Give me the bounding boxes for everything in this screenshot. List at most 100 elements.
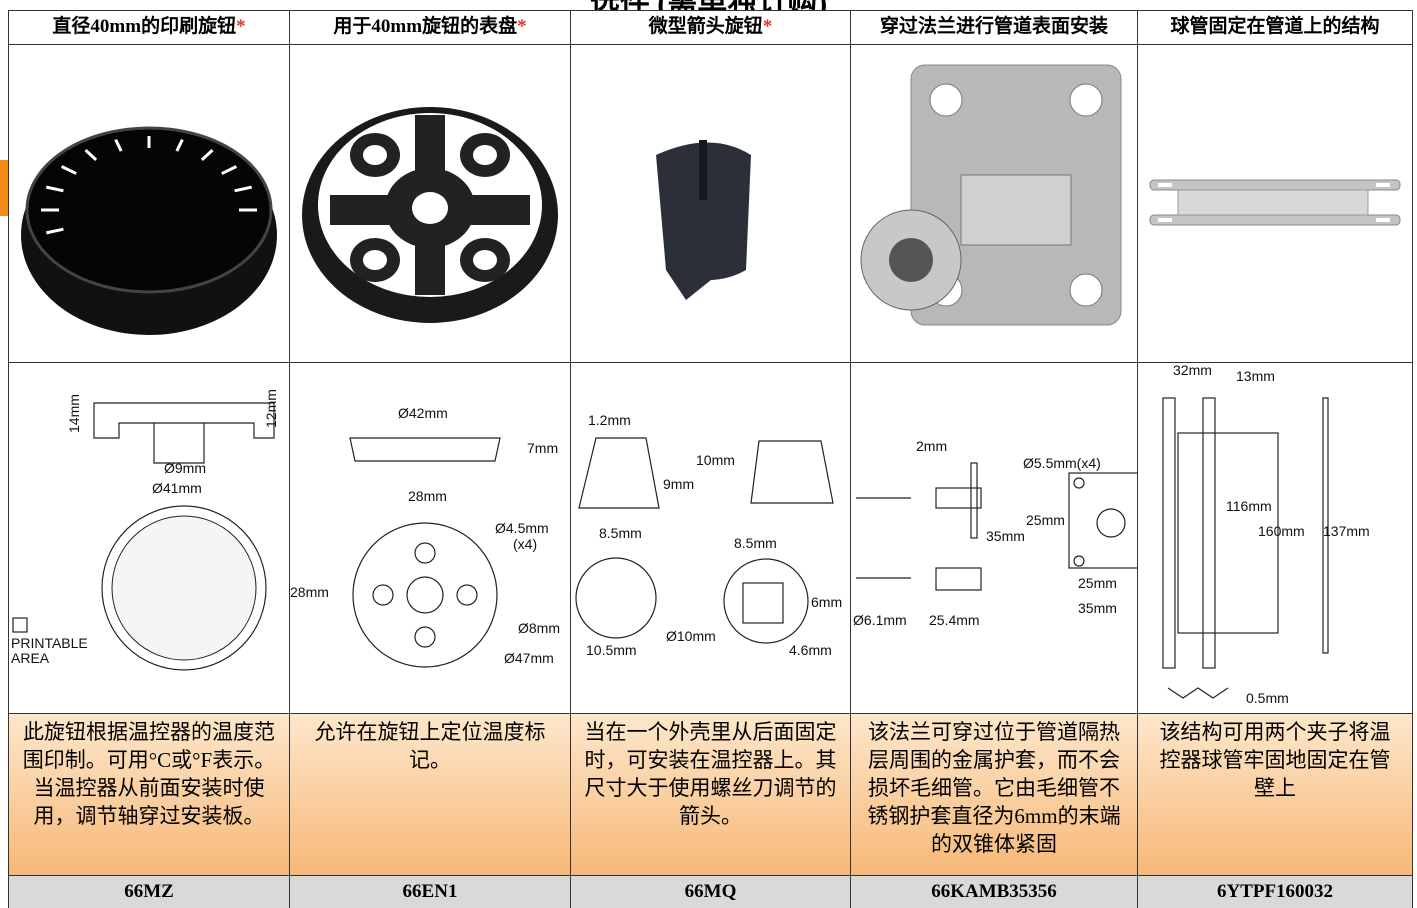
- side-tab: [0, 160, 8, 216]
- description-text: 该法兰可穿过位于管道隔热层周围的金属护套，而不会损坏毛细管。它由毛细管不锈钢护套…: [867, 720, 1121, 856]
- pad-hole: [473, 145, 497, 165]
- pad-hole: [473, 250, 497, 270]
- clip-bar: [1149, 179, 1401, 191]
- tick: [84, 149, 98, 161]
- header-text: 穿过法兰进行管道表面安装: [879, 16, 1108, 37]
- description-cell: 当在一个外壳里从后面固定时，可安装在温控器上。其尺寸大于使用螺丝刀调节的箭头。: [570, 713, 851, 876]
- product-code: 66KAMB35356: [931, 881, 1057, 902]
- dimension-label: 7mm: [527, 440, 558, 456]
- dimension-label: 9mm: [663, 476, 694, 492]
- product-code: 66MQ: [684, 881, 737, 902]
- description-cell: 允许在旋钮上定位温度标记。: [289, 713, 571, 876]
- description-text: 允许在旋钮上定位温度标记。: [314, 720, 546, 772]
- illustration: Ø42mm 7mm 28mm Ø4.5mm(x4) 28mm Ø8mm Ø47mm: [290, 405, 560, 668]
- column-header: 直径40mm的印刷旋钮*: [8, 10, 290, 45]
- pad-hole: [363, 250, 387, 270]
- top: [575, 557, 657, 639]
- slot-r: [1376, 183, 1390, 187]
- illustration: [302, 107, 558, 323]
- header-star: *: [236, 16, 246, 37]
- dimension-label: 25mm: [1078, 575, 1117, 591]
- description-cell: 此旋钮根据温控器的温度范围印制。可用°C或°F表示。当温控器从前面安装时使用，调…: [8, 713, 290, 876]
- dimension-label: 28mm: [290, 584, 329, 600]
- dimension-label: Ø4.5mm: [495, 520, 549, 536]
- product-code-cell: 6YTPF160032: [1137, 875, 1413, 908]
- dimension-label: Ø8mm: [518, 620, 560, 636]
- dial-hole: [414, 626, 436, 648]
- drawing-cell: 1.2mm 10mm 9mm 8.5mm 8.5mm 6mm Ø10mm 10.5mm 4.6m…: [570, 362, 851, 714]
- dimension-label: 25mm: [1026, 512, 1065, 528]
- product-code-cell: 66MQ: [570, 875, 851, 908]
- header-text: 直径40mm的印刷旋钮: [52, 16, 237, 37]
- tick: [234, 185, 253, 193]
- header-star: *: [517, 16, 527, 37]
- side: [578, 437, 660, 509]
- plate: [1068, 472, 1137, 569]
- dimension-label: 12mm: [263, 389, 279, 428]
- knob-top: [25, 126, 273, 294]
- flange-edge: [970, 462, 978, 539]
- dimension-label: 35mm: [1078, 600, 1117, 616]
- tick: [45, 185, 64, 193]
- tick: [221, 165, 238, 175]
- description-cell: 该结构可用两个夹子将温控器球管牢固地固定在管壁上: [1137, 713, 1413, 876]
- illustration: [1149, 179, 1401, 226]
- clip-side: [1162, 397, 1176, 669]
- dimension-label: Ø10mm: [666, 628, 716, 644]
- column-header: 微型箭头旋钮*: [570, 10, 851, 45]
- dial-hole: [456, 584, 478, 606]
- header-star: *: [762, 16, 773, 37]
- photo-cell: [570, 44, 851, 363]
- dimension-label: 8.5mm: [734, 535, 777, 551]
- illustration: [860, 64, 1122, 326]
- slot-r: [1376, 218, 1390, 222]
- dimension-label: Ø6.1mm: [853, 612, 907, 628]
- slot: [742, 582, 784, 624]
- description-cell: 该法兰可穿过位于管道隔热层周围的金属护套，而不会损坏毛细管。它由毛细管不锈钢护套…: [850, 713, 1138, 876]
- column-header: 用于40mm旋钮的表盘*: [289, 10, 571, 45]
- product-code: 66MZ: [124, 881, 174, 902]
- dimension-label: 25.4mm: [929, 612, 980, 628]
- dimension-label: 116mm: [1226, 498, 1272, 514]
- photo-cell: [1137, 44, 1413, 363]
- section: [93, 402, 275, 464]
- description-text: 此旋钮根据温控器的温度范围印制。可用°C或°F表示。当温控器从前面安装时使用，调…: [22, 720, 276, 828]
- top-2: [723, 558, 809, 644]
- dimension-label: 137mm: [1323, 523, 1370, 539]
- zigzag: [1167, 687, 1229, 699]
- fitting: [960, 174, 1072, 246]
- description-text: 当在一个外壳里从后面固定时，可安装在温控器上。其尺寸大于使用螺丝刀调节的箭头。: [584, 720, 837, 828]
- arrow-knob: [656, 142, 751, 280]
- photo-cell: [8, 44, 290, 363]
- clip-web: [1177, 189, 1369, 216]
- product-code-cell: 66KAMB35356: [850, 875, 1138, 908]
- dimension-label: 14mm: [66, 394, 82, 433]
- dimension-label: Ø47mm: [504, 650, 554, 666]
- clip-side: [1202, 397, 1216, 669]
- column-header: 球管固定在管道上的结构: [1137, 10, 1413, 45]
- tick: [114, 138, 123, 152]
- face-inner: [111, 515, 257, 661]
- tick: [45, 227, 64, 235]
- side-2: [750, 440, 834, 504]
- dimension-label: 8.5mm: [599, 525, 642, 541]
- dial-hub: [406, 576, 444, 614]
- dimension-label: 4.6mm: [789, 642, 832, 658]
- dial: [352, 522, 498, 668]
- arrow-tip: [666, 270, 711, 300]
- tick: [175, 138, 184, 152]
- pipe-bore: [889, 238, 933, 282]
- bolt-hole: [929, 83, 963, 117]
- dimension-label: 2mm: [916, 438, 947, 454]
- dimension-label: 160mm: [1258, 523, 1305, 539]
- dimension-label: AREA: [11, 650, 50, 666]
- clip-profile: [1322, 397, 1329, 654]
- hole: [1073, 555, 1085, 567]
- slot-l: [1158, 218, 1172, 222]
- illustration: [21, 126, 277, 335]
- dimension-label: 10.5mm: [586, 642, 637, 658]
- arrow: [856, 497, 911, 579]
